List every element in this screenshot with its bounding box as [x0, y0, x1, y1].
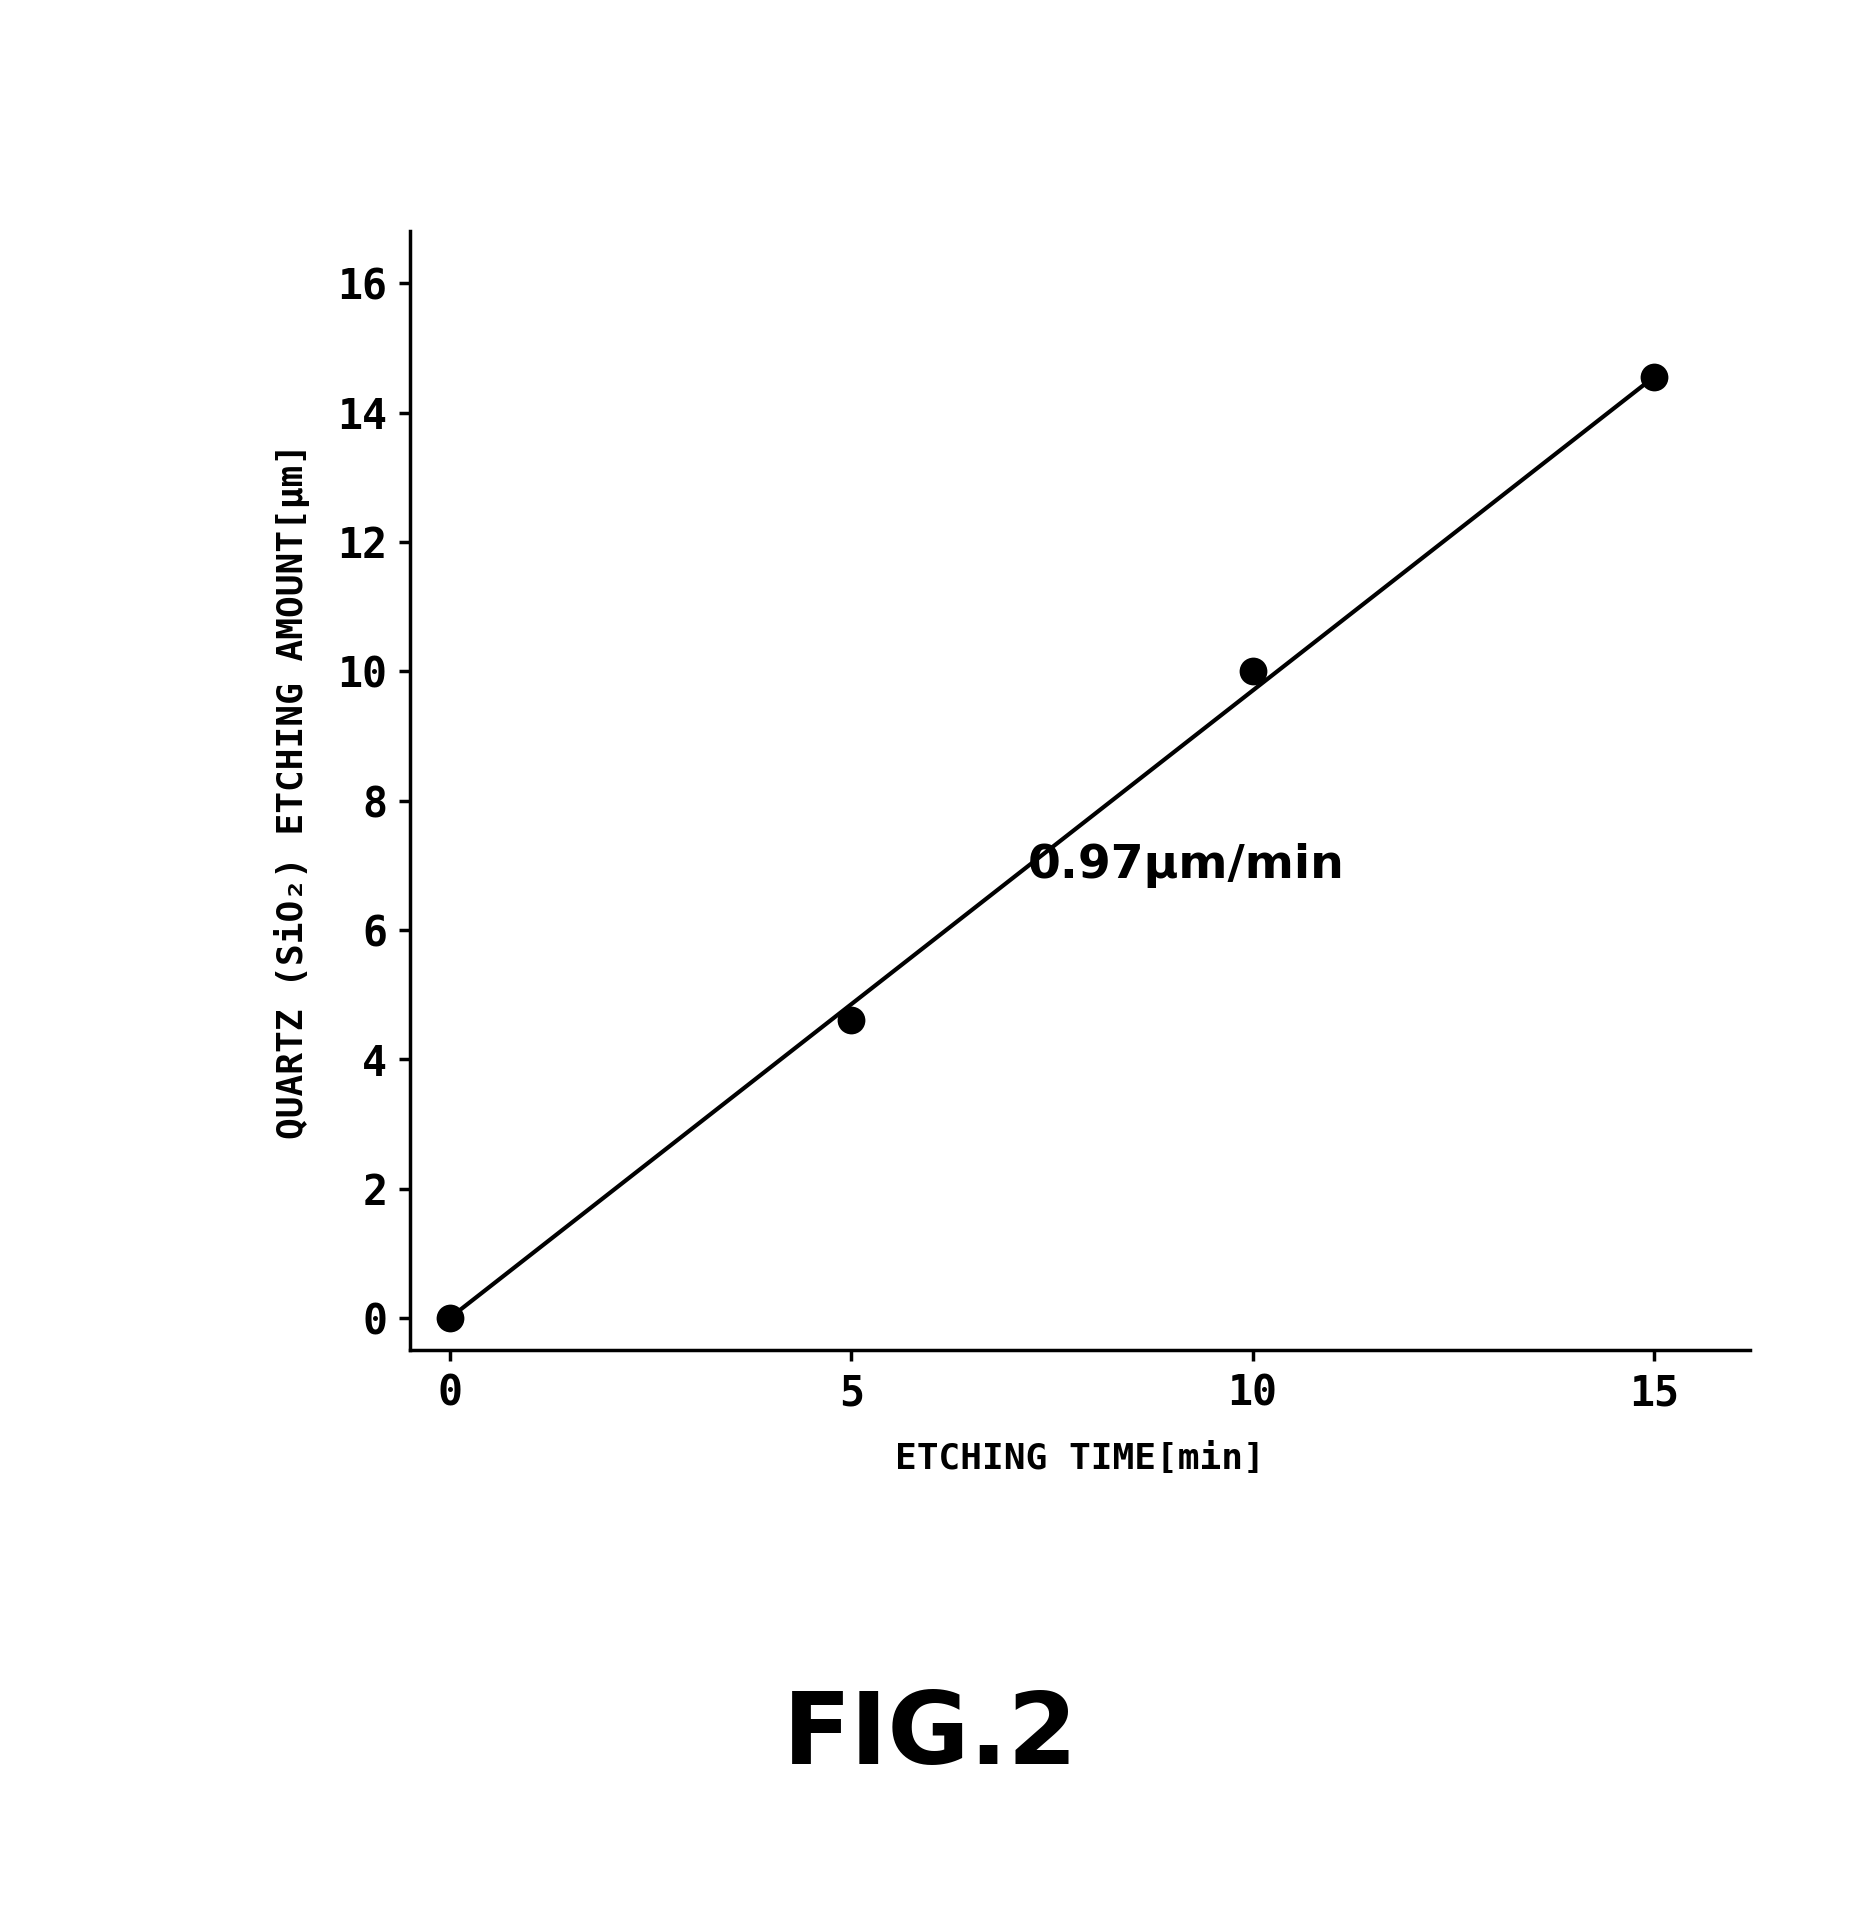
Point — [836, 1005, 866, 1036]
Point — [1639, 361, 1668, 392]
Text: 0.97μm/min: 0.97μm/min — [1028, 843, 1344, 887]
Text: FIG.2: FIG.2 — [784, 1688, 1078, 1784]
Point — [436, 1302, 466, 1333]
X-axis label: ETCHING TIME[min]: ETCHING TIME[min] — [896, 1443, 1264, 1476]
Point — [1238, 656, 1268, 687]
Y-axis label: QUARTZ (SiO₂) ETCHING AMOUNT[μm]: QUARTZ (SiO₂) ETCHING AMOUNT[μm] — [274, 444, 309, 1138]
